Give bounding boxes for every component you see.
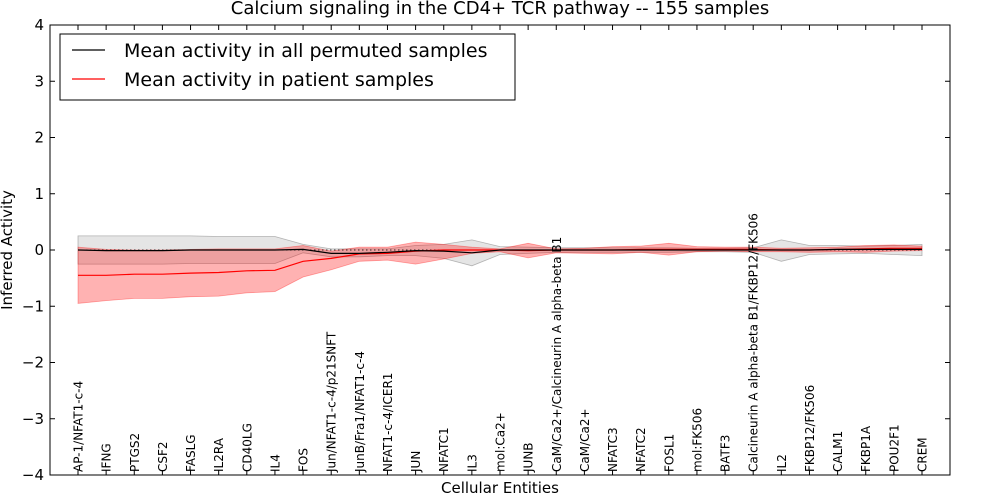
legend-box [59, 33, 516, 101]
category-label: FOS [297, 448, 311, 472]
category-label: POU2F1 [887, 424, 901, 472]
legend-label-permuted: Mean activity in all permuted samples [124, 40, 487, 62]
chart-title: Calcium signaling in the CD4+ TCR pathwa… [231, 0, 769, 19]
category-label: AP-1/NFAT1-c-4 [72, 381, 86, 472]
y-tick-label: −4 [22, 466, 44, 484]
y-tick-label: −1 [22, 297, 44, 315]
category-label: PTGS2 [128, 433, 142, 472]
category-label: IL2RA [212, 437, 226, 472]
category-label: NFAT1-c-4/ICER1 [381, 373, 395, 472]
category-label: JUNB [522, 442, 536, 473]
legend-label-patient: Mean activity in patient samples [124, 69, 434, 91]
category-label: IL4 [268, 454, 282, 472]
y-tick-label: 4 [34, 16, 44, 34]
y-tick-label: 2 [34, 129, 44, 147]
band-patient [77, 241, 923, 304]
y-tick-label: −3 [22, 410, 44, 428]
y-tick-label: 0 [34, 241, 44, 259]
category-label: FOSL1 [662, 434, 676, 472]
category-label: mol:Ca2+ [494, 412, 508, 472]
category-label: CD40LG [240, 423, 254, 472]
axis-ticks: −4 −3 −2 −1 0 1 2 3 4 [22, 16, 950, 484]
legend: Mean activity in all permuted samples Me… [59, 33, 516, 101]
category-label: FKBP12/FK506 [803, 385, 817, 472]
category-label: NFATC3 [606, 427, 620, 472]
series-lines [77, 247, 922, 276]
line-permuted [77, 248, 922, 254]
category-label: BATF3 [719, 435, 733, 472]
category-label: NFATC2 [634, 427, 648, 472]
y-tick-label: 1 [34, 185, 44, 203]
category-label: Calcineurin A alpha-beta B1/FKBP12/FK506 [747, 213, 761, 472]
category-label: CaM/Ca2+/Calcineurin A alpha-beta B1 [550, 237, 564, 472]
category-label: JunB/Fra1/NFAT1-c-4 [353, 351, 367, 473]
category-label: FKBP1A [859, 425, 873, 472]
category-label: CALM1 [831, 431, 845, 472]
category-label: mol:FK506 [690, 408, 704, 472]
category-label: NFATC1 [437, 427, 451, 472]
category-label: IFNG [100, 443, 114, 472]
y-axis-label: Inferred Activity [0, 190, 16, 310]
category-label: JUN [409, 451, 423, 473]
y-tick-label: 3 [34, 72, 44, 90]
category-label: CaM/Ca2+ [578, 408, 592, 472]
confidence-bands [77, 235, 923, 304]
category-labels: AP-1/NFAT1-c-4 IFNG PTGS2 CSF2 FASLG IL2RA CD4… [72, 213, 930, 473]
category-label: FASLG [184, 434, 198, 472]
category-label: IL2 [775, 454, 789, 472]
category-label: CREM [916, 437, 930, 472]
x-axis-label: Cellular Entities [441, 479, 559, 497]
category-label: Jun/NFAT1-c-4/p21SNFT [325, 331, 339, 473]
y-tick-label: −2 [22, 354, 44, 372]
category-label: IL3 [465, 454, 479, 472]
category-label: CSF2 [156, 441, 170, 472]
